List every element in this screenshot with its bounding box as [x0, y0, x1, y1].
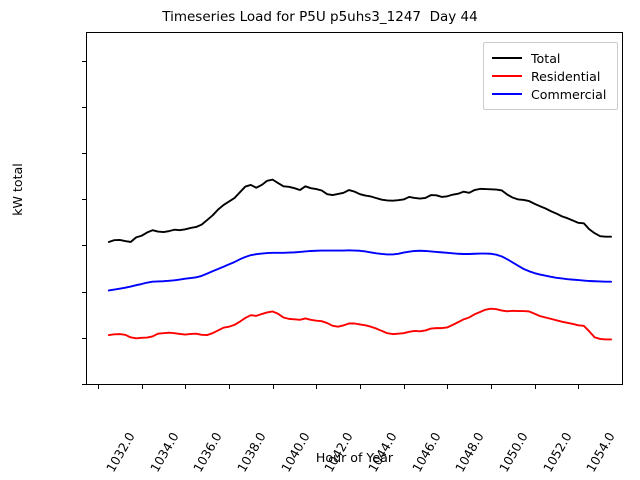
- x-axis-tick-mark: [490, 385, 492, 389]
- y-axis-tick-mark: [82, 384, 86, 385]
- x-axis-tick-mark: [578, 385, 580, 389]
- y-axis-tick-mark: [82, 291, 86, 293]
- x-axis-tick-mark: [228, 385, 230, 389]
- legend-swatch-commercial: [492, 93, 522, 95]
- chart-title: Timeseries Load for P5U p5uhs3_1247 Day …: [162, 9, 478, 25]
- legend-item-commercial[interactable]: Commercial: [492, 85, 609, 103]
- legend-swatch-residential: [492, 75, 522, 77]
- chart-legend: Total Residential Commercial: [483, 42, 618, 110]
- series-line-total: [107, 178, 613, 243]
- x-axis-tick-mark: [359, 385, 361, 389]
- y-axis-tick-mark: [82, 245, 86, 247]
- y-axis-tick-mark: [82, 153, 86, 155]
- series-line-residential: [107, 307, 613, 341]
- x-axis-tick-mark: [185, 385, 187, 389]
- y-axis-tick-mark: [82, 106, 86, 108]
- x-axis-tick-mark: [403, 385, 405, 389]
- x-axis-tick-mark: [141, 385, 143, 389]
- legend-swatch-total: [492, 57, 522, 59]
- legend-label-commercial: Commercial: [531, 86, 607, 102]
- x-axis-tick-mark: [316, 385, 318, 389]
- legend-label-total: Total: [531, 50, 561, 66]
- x-axis-tick-mark: [272, 385, 274, 389]
- legend-item-residential[interactable]: Residential: [492, 67, 609, 85]
- x-axis-label: Hour of Year: [315, 450, 394, 465]
- legend-label-residential: Residential: [531, 68, 601, 84]
- y-axis-tick-mark: [82, 60, 86, 62]
- x-axis-tick-mark: [534, 385, 536, 389]
- series-canvas: [107, 178, 613, 341]
- legend-item-total[interactable]: Total: [492, 49, 609, 67]
- y-axis-label: kW total: [9, 163, 25, 216]
- x-axis-tick-mark: [97, 385, 99, 389]
- series-line-commercial: [107, 249, 613, 292]
- y-axis-tick-mark: [82, 199, 86, 201]
- y-axis-tick-mark: [82, 337, 86, 339]
- x-axis-tick-mark: [447, 385, 449, 389]
